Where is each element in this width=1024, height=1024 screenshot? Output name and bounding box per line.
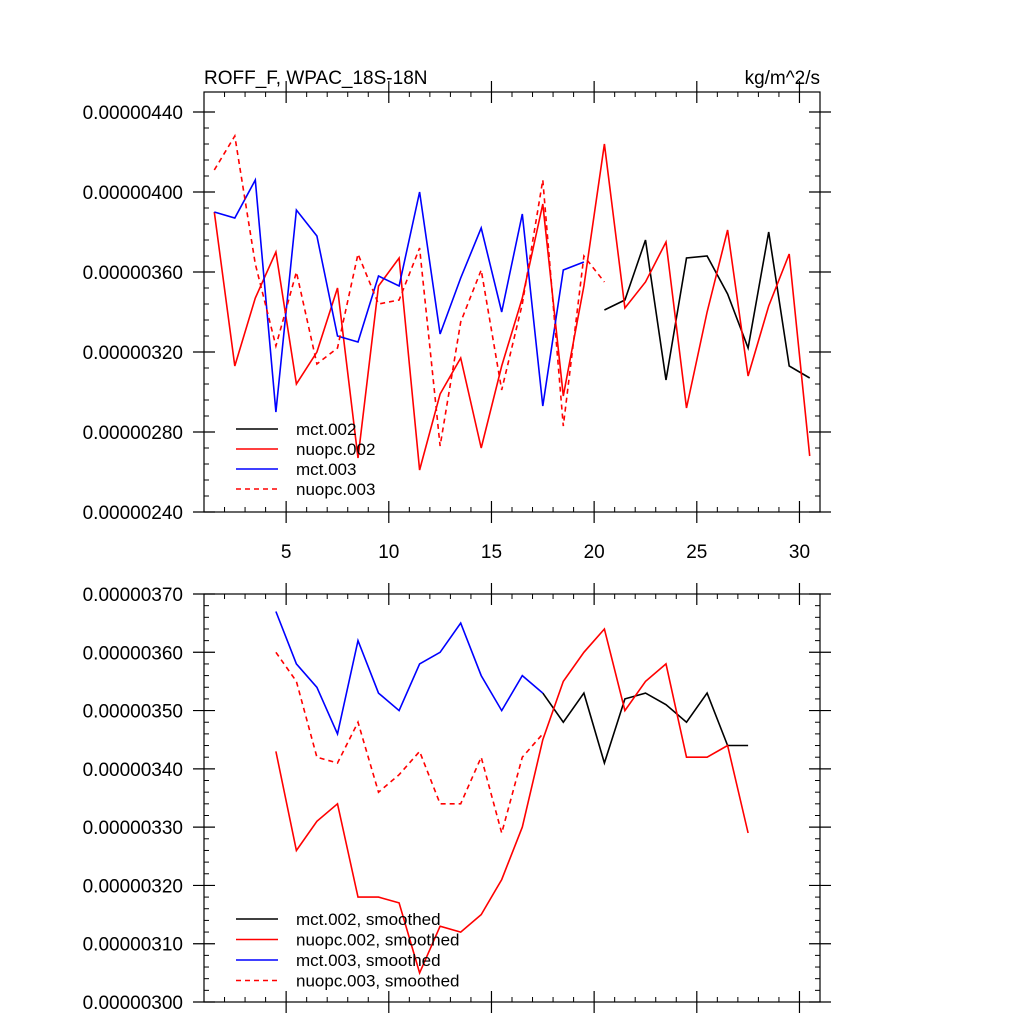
y-tick-label: 0.00000370 [83,585,183,606]
series-line-mct-002-smoothed [542,691,749,766]
bottom-panel: 0.00000300 0.00000310 0.00000320 0.00000330… [83,583,831,1014]
units-label: kg/m^2/s [745,68,820,89]
series-line-nuopc-002-smoothed [275,627,749,976]
legend-label: nuopc.003 [296,480,375,499]
series-line-nuopc-002 [213,143,811,471]
legend-label: nuopc.003, smoothed [296,972,460,991]
y-tick-label: 0.00000330 [83,818,183,839]
legend-label: mct.002 [296,420,356,439]
y-tick-label: 0.00000350 [83,702,183,723]
series-line-nuopc-003-smoothed [275,651,544,837]
y-tick-label: 0.00000320 [83,343,183,364]
chart-title: ROFF_F, WPAC_18S-18N [204,68,427,89]
y-tick-label: 0.00000340 [83,760,183,781]
y-tick-label: 0.00000360 [83,263,183,284]
top-panel: 5 10 15 20 25 30 0.00000240 0.00000280 0.0000032… [83,68,831,563]
series-line-nuopc-003 [213,133,606,447]
x-tick-label: 15 [481,542,502,563]
y-tick-label: 0.00000440 [83,103,183,124]
series-line-mct-003 [214,177,585,413]
legend-label: nuopc.002 [296,440,375,459]
y-tick-label: 0.00000360 [83,643,183,664]
series-line-mct-003-smoothed [275,611,544,737]
y-tick-label: 0.00000400 [83,183,183,204]
y-tick-label: 0.00000240 [83,503,183,524]
y-tick-label: 0.00000280 [83,423,183,444]
legend-label: mct.002, smoothed [296,910,441,929]
legend-label: nuopc.002, smoothed [296,931,460,950]
x-tick-label: 10 [378,542,399,563]
legend-label: mct.003 [296,460,356,479]
x-tick-label: 5 [281,542,292,563]
x-tick-label: 25 [686,542,707,563]
series-line-mct-002 [604,231,811,381]
x-tick-label: 20 [584,542,605,563]
y-tick-label: 0.00000300 [83,993,183,1014]
legend-label: mct.003, smoothed [296,951,441,970]
y-tick-label: 0.00000310 [83,935,183,956]
y-tick-label: 0.00000320 [83,876,183,897]
x-tick-label: 30 [789,542,810,563]
